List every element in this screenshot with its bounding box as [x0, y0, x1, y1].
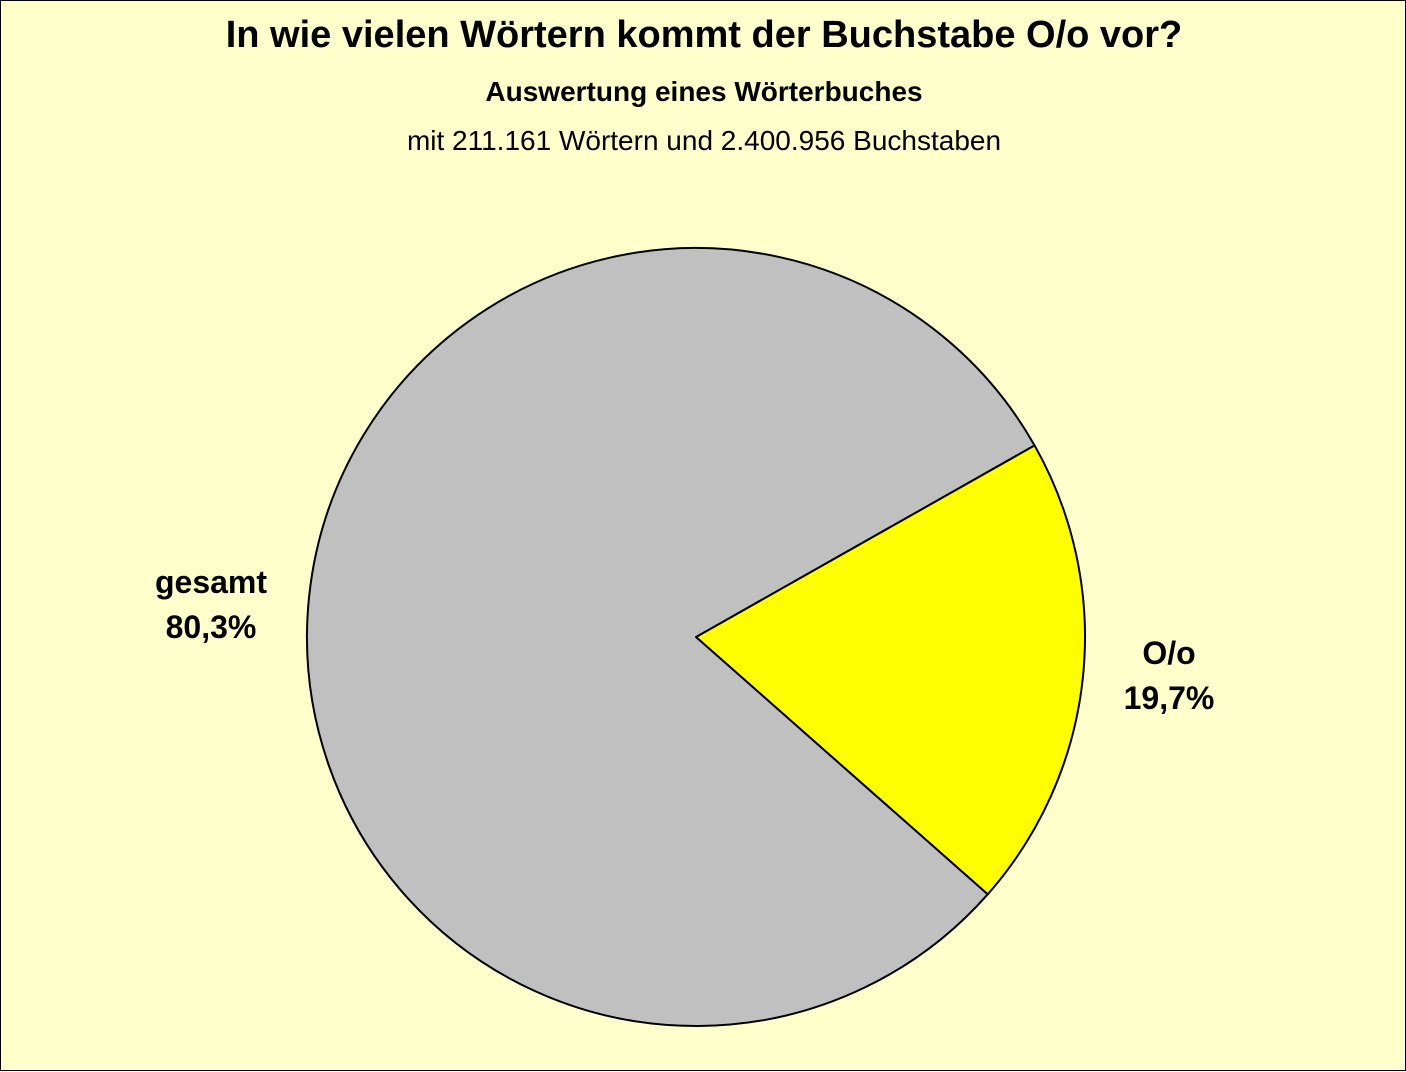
- chart-title: In wie vielen Wörtern kommt der Buchstab…: [225, 14, 1183, 56]
- slice-label-o-value: 19,7%: [1124, 680, 1215, 716]
- pie-slice-o: [695, 444, 1086, 896]
- slice-label-o-name: O/o: [1142, 635, 1195, 671]
- chart-subtitle: Auswertung eines Wörterbuches: [485, 76, 923, 107]
- pie-slice-gesamt: [306, 247, 1036, 1027]
- slice-label-gesamt-value: 80,3%: [166, 609, 257, 645]
- chart-subtitle-detail: mit 211.161 Wörtern und 2.400.956 Buchst…: [406, 125, 1002, 156]
- slice-label-gesamt-name: gesamt: [155, 564, 267, 600]
